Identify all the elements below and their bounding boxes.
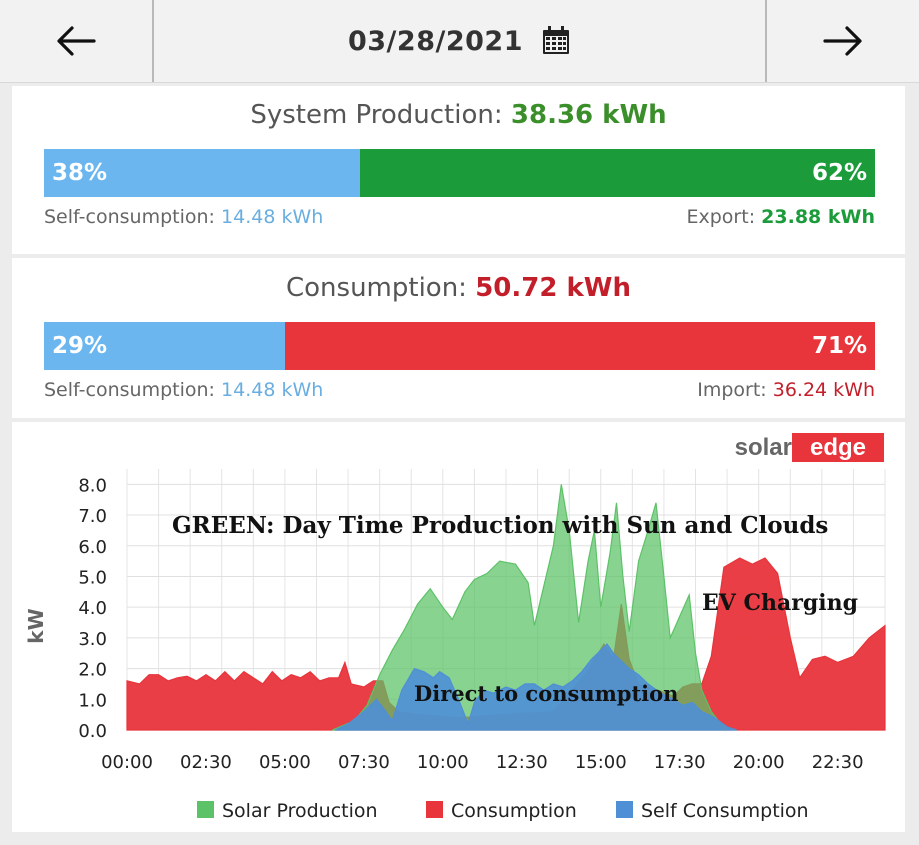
legend-swatch-consumption — [426, 801, 443, 818]
logo-edge-text: edge — [810, 434, 866, 461]
annotation-direct-consumption: Direct to consumption — [414, 681, 678, 706]
x-tick-label: 02:30 — [180, 752, 232, 773]
production-export-text: Export: 23.88 kWh — [687, 206, 876, 228]
x-tick-label: 12:30 — [496, 752, 548, 773]
legend-consumption[interactable]: Consumption — [426, 800, 577, 822]
system-production-card: System Production: 38.36 kWh 38% 62% Sel… — [12, 86, 905, 254]
production-self-segment: 38% — [44, 149, 360, 197]
y-tick-label: 1.0 — [78, 690, 107, 711]
consumption-self-value: 14.48 kWh — [221, 379, 324, 401]
power-chart-card: 0.0 1.0 2.0 3.0 4.0 5.0 6.0 7.0 8.0 00:00 02:30 05:… — [12, 422, 905, 832]
production-title-label: System Production: — [250, 100, 503, 130]
production-export-percent: 62% — [811, 160, 867, 186]
y-tick-label: 3.0 — [78, 629, 107, 650]
annotation-day-production: GREEN: Day Time Production with Sun and … — [172, 512, 828, 539]
y-tick-label: 2.0 — [78, 660, 107, 681]
date-navigation-bar: 03/28/2021 — [0, 0, 919, 83]
consumption-import-segment: 71% — [284, 322, 875, 370]
y-axis-label: kW — [24, 608, 48, 643]
x-tick-label: 15:00 — [575, 752, 627, 773]
legend-swatch-self-consumption — [616, 801, 633, 818]
legend-label-consumption: Consumption — [451, 800, 577, 822]
arrow-left-icon — [57, 26, 96, 56]
legend-solar-production[interactable]: Solar Production — [197, 800, 378, 822]
x-tick-label: 05:00 — [259, 752, 311, 773]
power-chart: 0.0 1.0 2.0 3.0 4.0 5.0 6.0 7.0 8.0 00:00 02:30 05:… — [24, 433, 886, 822]
production-self-percent: 38% — [52, 160, 108, 186]
consumption-title: Consumption: 50.72 kWh — [12, 273, 905, 303]
legend-label-solar: Solar Production — [222, 800, 378, 822]
consumption-self-consumption-text: Self-consumption: 14.48 kWh — [44, 379, 323, 401]
date-text: 03/28/2021 — [347, 25, 523, 57]
consumption-self-label: Self-consumption: — [44, 379, 215, 401]
production-self-value: 14.48 kWh — [221, 206, 324, 228]
x-tick-label: 17:30 — [654, 752, 706, 773]
next-day-button[interactable] — [765, 0, 919, 82]
consumption-import-value: 36.24 kWh — [772, 379, 875, 401]
y-tick-label: 8.0 — [78, 475, 107, 496]
self-consumption-area[interactable] — [335, 643, 737, 731]
production-split-bar: 38% 62% — [44, 149, 875, 197]
production-export-value: 23.88 kWh — [761, 206, 875, 228]
y-tick-label: 0.0 — [78, 721, 107, 742]
calendar-icon[interactable] — [541, 26, 571, 56]
date-selector[interactable]: 03/28/2021 — [154, 0, 765, 82]
legend-label-self-consumption: Self Consumption — [641, 800, 809, 822]
consumption-card: Consumption: 50.72 kWh 29% 71% Self-cons… — [12, 258, 905, 418]
y-tick-label: 7.0 — [78, 506, 107, 527]
consumption-split-bar: 29% 71% — [44, 322, 875, 370]
chart-legend: Solar Production Consumption Self Consum… — [197, 800, 809, 822]
x-tick-label: 22:30 — [812, 752, 864, 773]
legend-swatch-solar — [197, 801, 214, 818]
consumption-total-value: 50.72 kWh — [475, 273, 631, 303]
production-self-label: Self-consumption: — [44, 206, 215, 228]
consumption-self-percent: 29% — [52, 333, 108, 359]
arrow-right-icon — [823, 26, 862, 56]
production-title: System Production: 38.36 kWh — [12, 100, 905, 130]
production-self-consumption-text: Self-consumption: 14.48 kWh — [44, 206, 323, 228]
legend-self-consumption[interactable]: Self Consumption — [616, 800, 809, 822]
y-tick-label: 4.0 — [78, 598, 107, 619]
production-total-value: 38.36 kWh — [510, 100, 667, 130]
logo-solar-text: solar — [735, 434, 792, 461]
y-tick-label: 5.0 — [78, 567, 107, 588]
annotation-ev-charging: EV Charging — [702, 590, 858, 616]
solaredge-logo: solar edge — [735, 433, 884, 462]
consumption-import-label: Import: — [697, 379, 767, 401]
consumption-import-percent: 71% — [811, 333, 867, 359]
x-tick-label: 10:00 — [417, 752, 469, 773]
consumption-title-label: Consumption: — [285, 273, 467, 303]
y-tick-label: 6.0 — [78, 537, 107, 558]
consumption-import-text: Import: 36.24 kWh — [697, 379, 875, 401]
solar-production-area[interactable] — [332, 484, 731, 731]
consumption-self-segment: 29% — [44, 322, 285, 370]
production-export-segment: 62% — [359, 149, 875, 197]
x-tick-label: 07:30 — [338, 752, 390, 773]
previous-day-button[interactable] — [0, 0, 154, 82]
x-tick-label: 00:00 — [101, 752, 153, 773]
x-tick-label: 20:00 — [733, 752, 785, 773]
logo-edge-box — [792, 433, 884, 462]
production-export-label: Export: — [686, 206, 756, 228]
